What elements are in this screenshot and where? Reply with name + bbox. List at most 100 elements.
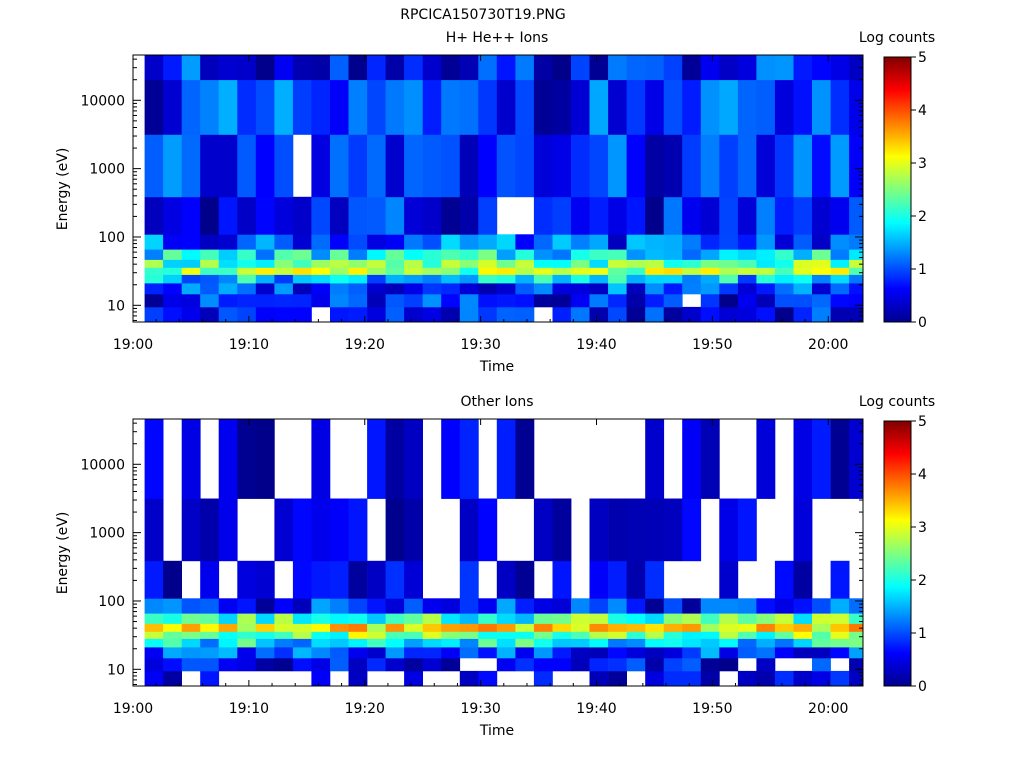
x-tick-label: 19:30 [460,337,500,353]
heatmap-cell [459,274,479,284]
heatmap-cell [608,134,627,198]
heatmap-cell [237,249,257,260]
heatmap-cell [404,79,423,135]
heatmap-cell [552,274,572,284]
heatmap-cell [367,598,386,614]
heatmap-cell [849,196,863,235]
heatmap-cell [608,274,627,284]
heatmap-cell [849,657,863,672]
heatmap-cell [571,234,590,250]
heatmap-cell [774,79,794,135]
heatmap-cell [292,267,312,275]
heatmap-cell [144,598,164,614]
heatmap-cell [163,631,182,639]
plot-frame-bottom [132,418,864,687]
heatmap-cell [237,560,257,599]
heatmap-cell [515,79,535,135]
heatmap-cell [255,134,275,198]
heatmap-cell [330,657,349,672]
heatmap-cell [849,79,863,135]
heatmap-cell [422,249,442,260]
heatmap-cell [756,670,776,686]
heatmap-cell [849,638,863,648]
heatmap-cell [812,598,831,614]
heatmap-cell [849,419,863,499]
heatmap-cell [441,259,461,268]
heatmap-cell [756,306,776,322]
heatmap-cell [756,234,776,250]
heatmap-cell [793,670,813,686]
heatmap-cell [645,647,665,659]
colorbar-tick-label: 2 [918,573,927,589]
heatmap-cell [422,267,442,275]
heatmap-cell [663,267,683,275]
heatmap-cell [533,79,553,135]
heatmap-cell [608,498,627,562]
heatmap-cell [793,293,813,308]
heatmap-cell [700,598,720,614]
heatmap-cell [849,613,863,624]
heatmap-cell [311,638,331,648]
heatmap-cell [237,79,257,135]
heatmap-cell [311,267,331,275]
heatmap-cell [404,647,423,659]
heatmap-cell [571,598,590,614]
heatmap-cell [404,560,423,599]
heatmap-cell [830,249,850,260]
heatmap-cell [144,79,164,135]
heatmap-cell [812,670,831,686]
heatmap-cell [255,657,275,672]
heatmap-cell [255,598,275,614]
heatmap-cell [422,293,442,308]
heatmap-cell [422,274,442,284]
heatmap-cell [700,79,720,135]
heatmap-cell [311,249,331,260]
heatmap-cell [515,631,535,639]
heatmap-cell [608,613,627,624]
heatmap-cell [330,249,349,260]
heatmap-cell [200,55,220,81]
heatmap-cell [589,234,609,250]
heatmap-cell [422,134,442,198]
heatmap-cell [163,670,182,686]
heatmap-cell [274,249,294,260]
heatmap-cell [515,638,535,648]
heatmap-cell [719,498,739,562]
heatmap-cell [163,79,182,135]
heatmap-cell [663,638,683,648]
heatmap-cell [533,134,553,198]
heatmap-cell [645,598,665,614]
heatmap-cell [626,623,646,632]
heatmap-cell [330,613,349,624]
heatmap-cell [348,267,368,275]
heatmap-cell [478,670,498,686]
heatmap-cell [533,631,553,639]
heatmap-cell [144,283,164,295]
heatmap-cell [774,293,794,308]
heatmap-cell [533,196,553,235]
heatmap-cell [404,613,423,624]
heatmap-cell [682,274,702,284]
heatmap-cell [367,631,386,639]
y-axis-top: 10 100 1000 10000 [80,58,863,321]
heatmap-cell [311,259,331,268]
heatmap-cell [459,196,479,235]
heatmap-cell [441,249,461,260]
heatmap-cell [181,234,201,250]
heatmap-cell [663,234,683,250]
heatmap-cell [478,638,498,648]
heatmap-cell [385,498,405,562]
heatmap-cell [589,613,609,624]
heatmap-cell [552,647,572,659]
heatmap-cell [515,306,535,322]
heatmap-cell [367,259,386,268]
heatmap-cell [367,79,386,135]
heatmap-cell [292,560,312,599]
heatmap-cell [163,560,182,599]
heatmap-cell [348,598,368,614]
heatmap-cell [626,306,646,322]
heatmap-cell [255,234,275,250]
colorbar-gradient-top [883,56,912,323]
heatmap-cell [367,283,386,295]
heatmap-cell [756,631,776,639]
